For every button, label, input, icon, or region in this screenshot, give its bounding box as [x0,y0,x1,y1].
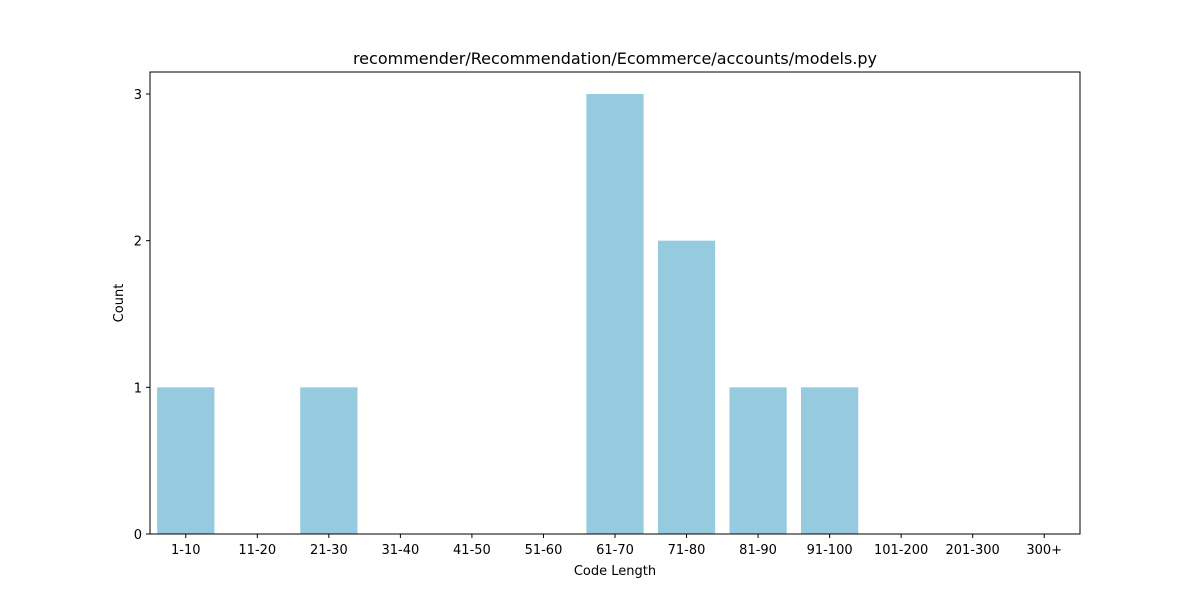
chart-title: recommender/Recommendation/Ecommerce/acc… [353,49,877,68]
y-tick-label: 2 [134,235,142,250]
x-tick-label: 61-70 [596,543,634,558]
bar-21-30 [300,387,358,534]
bars [157,94,859,534]
x-tick-label: 21-30 [310,543,348,558]
bar-91-100 [801,387,859,534]
bar-71-80 [657,240,716,534]
y-axis-label: Count [112,284,127,323]
x-tick-label: 300+ [1026,543,1062,558]
x-tick-label: 51-60 [525,543,563,558]
x-tick-label: 101-200 [874,543,928,558]
x-tick-label: 11-20 [238,543,276,558]
x-tick-label: 201-300 [946,543,1000,558]
bar-61-70 [586,94,644,534]
x-tick-label: 31-40 [381,543,419,558]
y-tick-label: 0 [134,528,142,543]
x-tick-label: 1-10 [171,543,201,558]
x-tick-label: 81-90 [739,543,777,558]
x-tick-label: 71-80 [668,543,706,558]
bar-81-90 [729,387,787,534]
x-axis-ticks: 1-10 11-20 21-30 31-40 41-50 51-60 61-70 71-80 8… [171,534,1062,558]
x-tick-label: 41-50 [453,543,491,558]
bar-1-10 [157,387,215,534]
x-tick-label: 91-100 [807,543,853,558]
plot-frame [149,71,1081,535]
x-axis-label: Code Length [574,564,656,579]
y-tick-label: 3 [134,88,142,103]
y-axis-ticks: 0 1 2 3 [134,88,150,543]
y-tick-label: 1 [134,381,142,396]
